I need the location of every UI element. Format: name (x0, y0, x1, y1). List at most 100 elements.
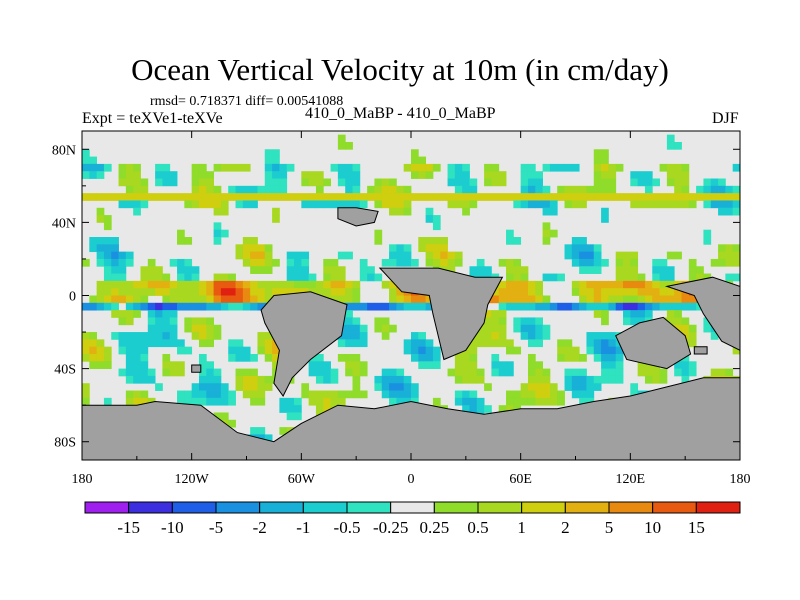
field-cell (82, 390, 90, 399)
field-cell (177, 361, 185, 370)
field-cell (315, 171, 324, 179)
field-cell (96, 244, 105, 253)
field-cell (184, 397, 193, 406)
field-cell (286, 163, 295, 172)
field-cell (206, 200, 214, 209)
field-cell (198, 185, 207, 194)
field-cell (162, 339, 171, 348)
field-cell (674, 193, 682, 201)
field-cell (82, 332, 90, 340)
colorbar-label: -10 (161, 518, 184, 537)
field-cell (133, 178, 141, 187)
field-cell (703, 178, 712, 187)
field-cell (257, 295, 266, 304)
field-cell (103, 237, 112, 245)
field-cell (337, 339, 346, 348)
field-cell (118, 368, 127, 377)
field-cell (191, 390, 200, 399)
field-cell (235, 251, 244, 260)
field-cell (425, 346, 434, 355)
field-cell (432, 244, 441, 253)
field-cell (111, 332, 119, 340)
field-cell (345, 295, 353, 304)
field-cell (206, 339, 214, 348)
field-cell (177, 302, 185, 311)
field-cell (206, 178, 214, 187)
field-cell (308, 273, 317, 282)
field-cell (579, 397, 587, 406)
field-cell (235, 185, 244, 194)
field-cell (264, 383, 273, 391)
field-cell (264, 375, 273, 384)
field-cell (520, 324, 529, 333)
field-cell (118, 273, 127, 282)
field-cell (403, 302, 412, 311)
field-cell (564, 163, 573, 172)
field-cell (272, 171, 280, 179)
field-cell (213, 273, 222, 282)
field-cell (242, 346, 251, 355)
field-cell (381, 302, 390, 311)
field-cell (681, 353, 690, 362)
field-cell (169, 317, 178, 326)
field-cell (118, 163, 127, 172)
field-cell (659, 200, 668, 209)
field-cell (403, 375, 412, 384)
field-cell (250, 302, 258, 311)
field-cell (520, 273, 529, 282)
field-cell (527, 280, 536, 289)
field-cell (652, 178, 660, 187)
field-cell (644, 302, 653, 311)
field-cell (257, 339, 266, 348)
field-cell (696, 193, 704, 201)
field-cell (498, 310, 507, 318)
field-cell (345, 302, 353, 311)
field-cell (242, 258, 251, 267)
field-cell (140, 193, 149, 201)
field-cell (571, 375, 580, 384)
field-cell (732, 163, 740, 172)
field-cell (191, 397, 200, 406)
field-cell (257, 427, 266, 435)
field-cell (462, 405, 470, 413)
field-cell (425, 251, 434, 260)
field-cell (155, 266, 163, 274)
field-cell (198, 200, 207, 209)
field-cell (111, 302, 119, 311)
field-cell (469, 266, 478, 274)
field-cell (425, 237, 434, 245)
field-cell (103, 258, 112, 267)
field-cell (542, 397, 551, 406)
field-cell (513, 295, 522, 304)
field-cell (162, 324, 171, 333)
field-cell (542, 207, 551, 216)
field-cell (484, 339, 492, 348)
field-cell (315, 185, 324, 194)
field-cell (323, 200, 331, 209)
field-cell (411, 149, 419, 157)
colorbar-label: -2 (253, 518, 267, 537)
field-cell (250, 353, 258, 362)
field-cell (147, 258, 156, 267)
field-cell (484, 324, 492, 333)
field-cell (652, 266, 660, 274)
field-cell (557, 390, 565, 399)
field-cell (133, 310, 141, 318)
field-cell (608, 288, 617, 296)
field-cell (103, 251, 112, 260)
x-tick-label: 0 (408, 472, 415, 487)
field-cell (593, 346, 602, 355)
field-cell (191, 163, 200, 172)
field-cell (118, 288, 127, 296)
field-cell (506, 288, 514, 296)
field-cell (359, 193, 368, 201)
field-cell (615, 361, 624, 370)
field-cell (250, 390, 258, 399)
field-cell (564, 383, 573, 391)
field-cell (272, 193, 280, 201)
field-cell (520, 302, 529, 311)
field-cell (688, 324, 697, 333)
field-cell (586, 295, 595, 304)
field-cell (447, 193, 456, 201)
field-cell (220, 288, 229, 296)
